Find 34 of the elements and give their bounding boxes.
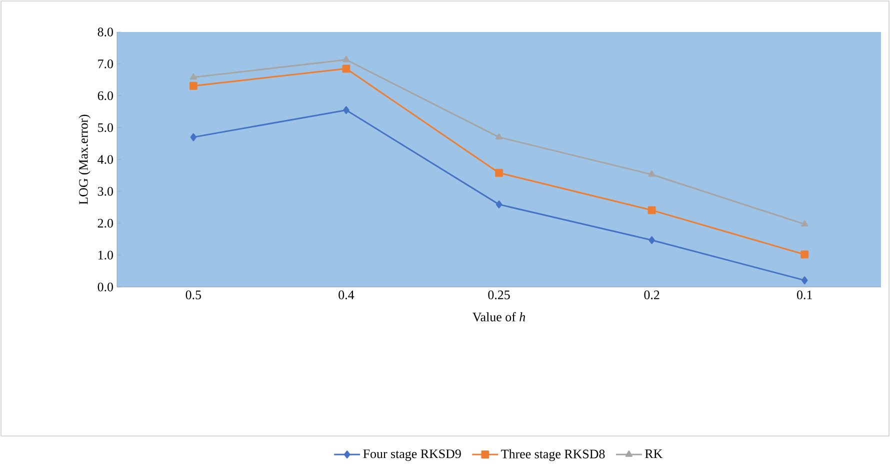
x-tick-label: 0.2 [644, 290, 660, 300]
point [648, 206, 656, 214]
y-tick-label: 6.0 [98, 91, 113, 100]
x-tick-label: 0.5 [186, 290, 201, 300]
point [648, 236, 655, 244]
legend-label: RK [645, 450, 663, 458]
point [190, 133, 197, 142]
y-tick-label: 2.0 [98, 218, 113, 228]
legend-label: Four stage RKSD9 [363, 450, 461, 461]
point [495, 133, 503, 140]
legend-label: Three stage RKSD8 [501, 449, 605, 462]
y-tick-label: 4.0 [98, 155, 113, 164]
y-tick-label: 5.0 [98, 123, 113, 132]
point [801, 276, 808, 284]
x-axis-title: Value of h [472, 312, 526, 322]
x-tick-label: 0.25 [488, 290, 510, 300]
point [801, 220, 808, 227]
point [800, 250, 809, 259]
y-tick-label: 1.0 [98, 250, 113, 260]
y-axis-title: LOG (Max.error) [78, 114, 90, 205]
x-tick-label: 0.4 [338, 290, 354, 300]
point [189, 82, 198, 90]
y-tick-label: 8.0 [98, 28, 113, 37]
point [648, 170, 656, 177]
y-tick-label: 7.0 [98, 60, 113, 68]
point [190, 73, 197, 80]
x-tick-label: 0.1 [797, 290, 812, 300]
point [495, 169, 503, 177]
point [343, 106, 350, 114]
point [342, 56, 350, 62]
point [496, 200, 502, 209]
y-tick-label: 3.0 [98, 187, 113, 196]
y-tick-label: 0.0 [98, 282, 113, 292]
point [342, 64, 350, 73]
